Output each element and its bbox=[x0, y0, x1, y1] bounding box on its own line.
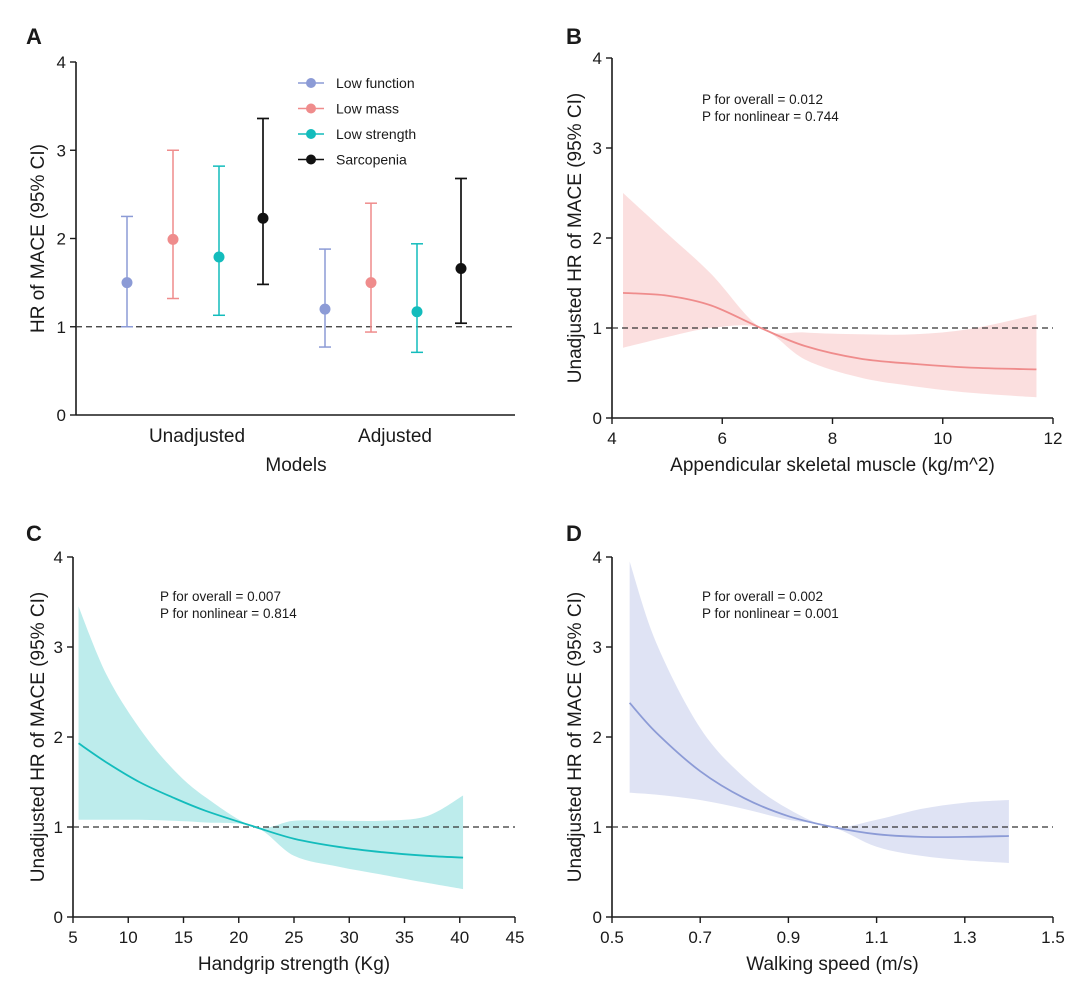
legend-marker bbox=[306, 103, 316, 114]
data-point bbox=[365, 277, 377, 289]
panel-label: A bbox=[26, 24, 42, 49]
x-tick-label: 40 bbox=[450, 928, 469, 947]
panel-a: A 0 1 2 3 4 HR of MACE (95% CI) Unadjusted Adjus… bbox=[26, 24, 515, 476]
data-point bbox=[167, 233, 179, 245]
y-tick-label: 0 bbox=[593, 908, 602, 927]
hr-curve bbox=[628, 702, 1009, 839]
legend-marker bbox=[306, 154, 316, 165]
data-point bbox=[319, 303, 331, 315]
x-tick-label: 5 bbox=[68, 928, 77, 947]
data-point bbox=[257, 212, 269, 224]
y-tick-label: 1 bbox=[593, 818, 602, 837]
legend-entry: Low strength bbox=[336, 126, 416, 142]
p-value-annotation: P for nonlinear = 0.814 bbox=[160, 606, 297, 621]
y-tick-label: 3 bbox=[593, 139, 602, 158]
x-tick-label: 30 bbox=[340, 928, 359, 947]
y-tick-label: 3 bbox=[57, 141, 66, 160]
x-axis-label: Appendicular skeletal muscle (kg/m^2) bbox=[670, 455, 995, 476]
y-tick-label: 1 bbox=[593, 319, 602, 338]
y-axis-label: Unadjusted HR of MACE (95% CI) bbox=[565, 592, 586, 882]
y-tick-label: 1 bbox=[57, 318, 66, 337]
x-tick-label: 12 bbox=[1044, 429, 1063, 448]
y-tick-label: 0 bbox=[54, 908, 63, 927]
legend-entry: Low mass bbox=[336, 101, 399, 117]
series-low-mass bbox=[167, 149, 377, 333]
y-tick-label: 4 bbox=[57, 53, 66, 72]
data-point bbox=[411, 306, 423, 318]
panel-label: C bbox=[26, 521, 42, 546]
p-value-annotation: P for nonlinear = 0.744 bbox=[702, 109, 839, 124]
y-tick-label: 2 bbox=[593, 728, 602, 747]
y-tick-label: 3 bbox=[54, 638, 63, 657]
hr-curve bbox=[78, 742, 464, 859]
x-axis-label: Models bbox=[265, 455, 326, 476]
legend-marker bbox=[306, 78, 316, 88]
y-axis-label: HR of MACE (95% CI) bbox=[28, 144, 49, 333]
x-tick-label: Adjusted bbox=[358, 426, 432, 447]
x-tick-label: 10 bbox=[119, 928, 138, 947]
y-tick-label: 1 bbox=[54, 818, 63, 837]
x-tick-label: 0.7 bbox=[688, 928, 712, 947]
legend-marker bbox=[306, 129, 316, 139]
p-value-annotation: P for nonlinear = 0.001 bbox=[702, 606, 839, 621]
x-tick-label: 15 bbox=[174, 928, 193, 947]
y-axis-label: Unadjusted HR of MACE (95% CI) bbox=[28, 592, 49, 882]
panel-c: C 0 1 2 3 4 Unadjusted HR of MACE (95% CI) 5 10 1… bbox=[26, 521, 524, 975]
x-tick-label: 8 bbox=[828, 429, 837, 448]
x-tick-label: 35 bbox=[395, 928, 414, 947]
y-tick-label: 4 bbox=[593, 49, 602, 68]
legend: Low function Low mass Low strength Sarcopen… bbox=[298, 75, 416, 168]
panel-d: D 0 1 2 3 4 Unadjusted HR of MACE (95% CI) 0.5 0… bbox=[565, 521, 1065, 975]
x-tick-label: 0.9 bbox=[777, 928, 801, 947]
y-tick-label: 4 bbox=[54, 548, 63, 567]
p-value-annotation: P for overall = 0.012 bbox=[702, 92, 823, 107]
p-value-annotation: P for overall = 0.002 bbox=[702, 589, 823, 604]
data-point bbox=[121, 277, 133, 289]
x-tick-label: 20 bbox=[229, 928, 248, 947]
legend-entry: Sarcopenia bbox=[336, 152, 407, 168]
x-tick-label: 6 bbox=[718, 429, 727, 448]
panel-label: D bbox=[566, 521, 582, 546]
x-tick-label: 25 bbox=[285, 928, 304, 947]
legend-entry: Low function bbox=[336, 75, 415, 91]
x-tick-label: Unadjusted bbox=[149, 426, 245, 447]
series-low-function bbox=[121, 215, 331, 348]
p-value-annotation: P for overall = 0.007 bbox=[160, 589, 281, 604]
series-sarcopenia bbox=[257, 117, 467, 325]
y-tick-label: 2 bbox=[54, 728, 63, 747]
hr-curve bbox=[622, 292, 1037, 371]
y-tick-label: 2 bbox=[57, 230, 66, 249]
y-tick-label: 2 bbox=[593, 229, 602, 248]
panel-label: B bbox=[566, 24, 582, 49]
x-axis-label: Walking speed (m/s) bbox=[746, 954, 918, 975]
x-tick-label: 1.5 bbox=[1041, 928, 1065, 947]
x-axis-label: Handgrip strength (Kg) bbox=[198, 954, 390, 975]
y-axis-label: Unadjusted HR of MACE (95% CI) bbox=[565, 93, 586, 383]
x-tick-label: 1.3 bbox=[953, 928, 977, 947]
data-point bbox=[213, 251, 225, 263]
confidence-band bbox=[623, 193, 1037, 398]
series-low-strength bbox=[213, 165, 423, 354]
x-tick-label: 4 bbox=[607, 429, 616, 448]
data-point bbox=[455, 263, 467, 275]
y-tick-label: 3 bbox=[593, 638, 602, 657]
confidence-band bbox=[78, 606, 464, 890]
x-tick-label: 0.5 bbox=[600, 928, 624, 947]
y-tick-label: 0 bbox=[57, 406, 66, 425]
y-tick-label: 4 bbox=[593, 548, 602, 567]
x-tick-label: 1.1 bbox=[865, 928, 889, 947]
x-tick-label: 10 bbox=[933, 429, 952, 448]
y-tick-label: 0 bbox=[593, 409, 602, 428]
x-tick-label: 45 bbox=[506, 928, 525, 947]
